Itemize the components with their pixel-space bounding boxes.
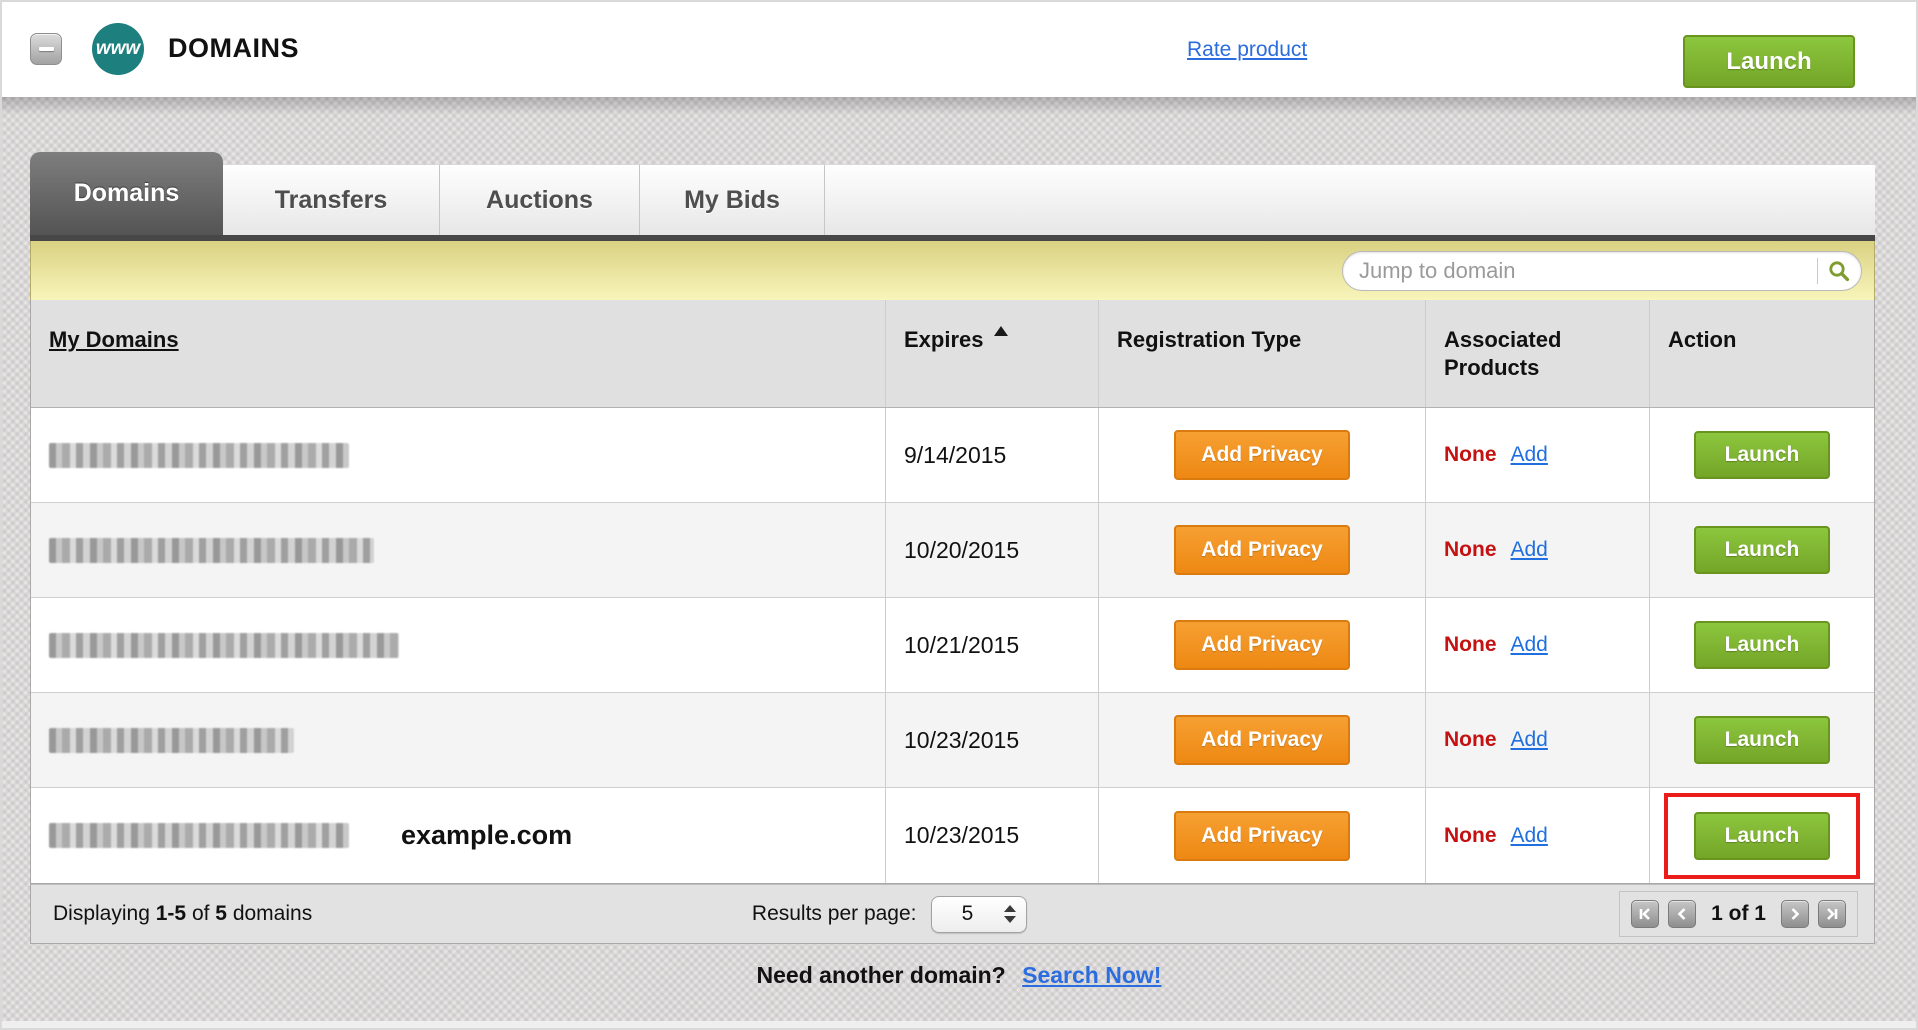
launch-button[interactable]: Launch: [1693, 811, 1831, 860]
add-privacy-button[interactable]: Add Privacy: [1174, 620, 1350, 670]
top-header-bar: www DOMAINS Rate product Launch: [0, 0, 1918, 115]
tab-divider-bar: [30, 235, 1875, 241]
tab-transfers[interactable]: Transfers: [223, 165, 440, 235]
rate-product-link[interactable]: Rate product: [1187, 38, 1308, 61]
result-range: 1-5: [155, 902, 187, 925]
need-domain-text: Need another domain?: [756, 962, 1006, 988]
first-page-button[interactable]: [1631, 900, 1660, 928]
of-word: of: [191, 902, 210, 925]
column-header-associated-products: Associated Products: [1444, 327, 1562, 380]
need-domain-prompt: Need another domain? Search Now!: [0, 962, 1918, 989]
launch-button[interactable]: Launch: [1693, 526, 1831, 574]
domain-name-redacted[interactable]: [49, 632, 399, 658]
associated-products-value: None: [1444, 728, 1497, 751]
up-down-arrows-icon: [1003, 905, 1016, 923]
pagination: 1 of 1: [1619, 891, 1858, 937]
domain-name-label: example.com: [401, 820, 573, 850]
www-globe-icon: www: [92, 22, 144, 75]
collapse-module-button[interactable]: [30, 32, 62, 65]
add-product-link[interactable]: Add: [1510, 823, 1548, 847]
expires-date: 10/20/2015: [904, 536, 1020, 563]
column-header-action: Action: [1668, 327, 1737, 352]
displaying-word: Displaying: [53, 902, 150, 925]
table-row: 10/20/2015 Add Privacy None Add Launch: [31, 503, 1874, 598]
domains-word: domains: [232, 902, 313, 925]
results-per-page-group: Results per page: 5: [751, 895, 1027, 933]
table-row: example.com 10/23/2015 Add Privacy None …: [31, 788, 1874, 883]
associated-products-value: None: [1444, 633, 1497, 656]
table-row: 10/21/2015 Add Privacy None Add Launch: [31, 598, 1874, 693]
add-product-link[interactable]: Add: [1510, 728, 1548, 751]
associated-products-value: None: [1444, 538, 1497, 561]
minus-icon: [38, 46, 54, 51]
search-button[interactable]: [1827, 259, 1851, 283]
last-page-button[interactable]: [1818, 900, 1846, 928]
sort-asc-icon: [993, 326, 1008, 336]
add-product-link[interactable]: Add: [1510, 443, 1548, 466]
prev-page-button[interactable]: [1668, 900, 1697, 928]
tab-auctions[interactable]: Auctions: [440, 165, 640, 235]
tab-my-bids[interactable]: My Bids: [640, 165, 825, 235]
launch-button[interactable]: Launch: [1693, 621, 1831, 669]
header-launch-button[interactable]: Launch: [1683, 35, 1855, 88]
column-header-my-domains[interactable]: My Domains: [49, 327, 179, 352]
highlight-annotation-box: Launch: [1663, 792, 1861, 879]
table-header-row: My Domains Expires Registration Type Ass…: [31, 300, 1874, 408]
logo-text: www: [95, 37, 141, 59]
table-footer: Displaying 1-5 of 5 domains Results per …: [30, 884, 1875, 944]
add-product-link[interactable]: Add: [1510, 538, 1548, 561]
last-page-icon: [1827, 908, 1838, 920]
tab-domains[interactable]: Domains: [30, 152, 223, 235]
displaying-status: Displaying 1-5 of 5 domains: [53, 902, 312, 926]
jump-to-domain-input[interactable]: [1359, 257, 1808, 284]
add-privacy-button[interactable]: Add Privacy: [1174, 810, 1350, 861]
results-per-page-select[interactable]: 5: [930, 895, 1027, 933]
add-product-link[interactable]: Add: [1510, 633, 1548, 656]
next-page-button[interactable]: [1781, 900, 1809, 928]
associated-products-value: None: [1444, 443, 1497, 466]
search-now-link[interactable]: Search Now!: [1022, 962, 1162, 988]
header-left-group: www DOMAINS: [30, 0, 299, 97]
launch-button[interactable]: Launch: [1693, 431, 1831, 479]
page-title: DOMAINS: [168, 33, 299, 63]
add-privacy-button[interactable]: Add Privacy: [1174, 715, 1350, 765]
magnifier-icon: [1829, 260, 1850, 281]
add-privacy-button[interactable]: Add Privacy: [1174, 525, 1350, 575]
domains-table: My Domains Expires Registration Type Ass…: [30, 300, 1875, 884]
expires-date: 10/23/2015: [904, 822, 1020, 848]
page-status: 1 of 1: [1711, 902, 1766, 925]
domain-search-bar: [30, 241, 1875, 300]
results-per-page-value: 5: [961, 902, 974, 925]
tab-strip: Transfers Auctions My Bids Domains: [30, 152, 1875, 235]
launch-button[interactable]: Launch: [1693, 716, 1831, 764]
column-header-expires[interactable]: Expires: [904, 327, 984, 352]
domain-name-redacted[interactable]: [49, 727, 294, 753]
first-page-icon: [1639, 908, 1651, 920]
next-page-icon: [1791, 908, 1800, 920]
associated-products-value: None: [1444, 823, 1497, 847]
domains-panel: Transfers Auctions My Bids Domains: [30, 152, 1875, 944]
domain-name-redacted[interactable]: [49, 537, 374, 563]
search-field-wrap: [1342, 250, 1862, 291]
domain-name-redacted[interactable]: [49, 442, 349, 468]
inactive-tab-strip: Transfers Auctions My Bids: [223, 165, 1875, 235]
table-row: 9/14/2015 Add Privacy None Add Launch: [31, 408, 1874, 503]
result-total: 5: [215, 902, 227, 925]
input-divider: [1817, 257, 1818, 284]
expires-date: 10/21/2015: [904, 631, 1020, 658]
page-bottom-strip: [0, 1021, 1918, 1030]
prev-page-icon: [1677, 908, 1686, 920]
table-row: 10/23/2015 Add Privacy None Add Launch: [31, 693, 1874, 788]
expires-date: 10/23/2015: [904, 726, 1020, 753]
column-header-registration-type: Registration Type: [1117, 327, 1302, 352]
add-privacy-button[interactable]: Add Privacy: [1174, 430, 1350, 480]
domain-name-redacted[interactable]: [49, 823, 349, 848]
expires-date: 9/14/2015: [904, 441, 1007, 468]
results-per-page-label: Results per page:: [751, 902, 917, 925]
